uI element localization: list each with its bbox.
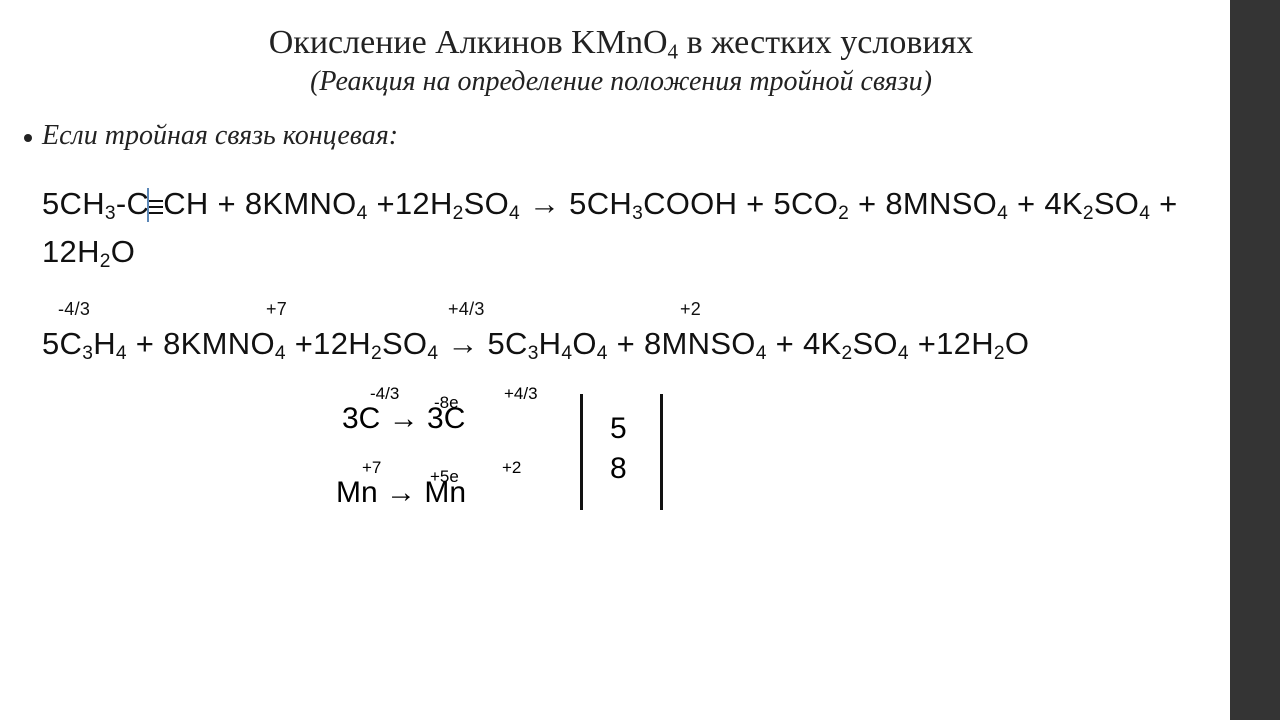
eq2-t: + 8MNSO xyxy=(608,326,756,361)
eq1-t: O xyxy=(111,234,135,269)
title-main: Окисление Алкинов KMnO4 в жестких услови… xyxy=(42,24,1200,62)
eq1-s: 3 xyxy=(632,203,643,224)
bal-ox-c-right: +4/3 xyxy=(504,384,538,404)
ox-label-c-right: +4/3 xyxy=(448,296,485,324)
eq2-s: 4 xyxy=(116,343,127,364)
eq2-t: O xyxy=(1005,326,1029,361)
eq1-t: + 8MNSO xyxy=(849,186,997,221)
title-subtitle: (Реакция на определение положения тройно… xyxy=(42,66,1200,98)
bal-c-right: 3C xyxy=(427,402,465,435)
eq2-t: 5C xyxy=(487,326,527,361)
eq2-s: 2 xyxy=(841,343,852,364)
eq2-t: +12H xyxy=(286,326,371,361)
equation-1: 5CH3-CCH + 8KMNO4 +12H2SO4 → 5CH3COOH + … xyxy=(42,180,1200,276)
title-text-before: Окисление Алкинов KMnO xyxy=(269,24,668,61)
bal-mn-left: Mn xyxy=(336,476,378,509)
eq2-t: +12H xyxy=(909,326,994,361)
presentation-sidebar xyxy=(1230,0,1280,720)
bullet-text: Если тройная связь концевая: xyxy=(42,120,398,151)
slide-content: Окисление Алкинов KMnO4 в жестких услови… xyxy=(0,0,1230,720)
eq1-s: 4 xyxy=(1139,203,1150,224)
eq1-t: 5CH xyxy=(569,186,632,221)
eq1-t: SO xyxy=(1094,186,1139,221)
eq2-s: 4 xyxy=(275,343,286,364)
eq2-s: 4 xyxy=(898,343,909,364)
eq2-s: 4 xyxy=(427,343,438,364)
ox-label-mn-left: +7 xyxy=(266,296,287,324)
eq1-t: + 4K xyxy=(1008,186,1083,221)
eq2-t: + 4K xyxy=(767,326,842,361)
eq2-s: 3 xyxy=(82,343,93,364)
title-text-after: в жестких условиях xyxy=(678,24,973,61)
bal-ox-c-left: -4/3 xyxy=(370,384,399,404)
eq2-s: 2 xyxy=(994,343,1005,364)
eq2-t: H xyxy=(93,326,116,361)
eq1-s: 2 xyxy=(838,203,849,224)
bullet-condition: Если тройная связь концевая: xyxy=(42,120,1200,152)
equation-2: -4/3 +7 +4/3 +2 5C3H4 + 8KMNO4 +12H2SO4 … xyxy=(42,320,1200,368)
eq1-s: 4 xyxy=(357,203,368,224)
eq1-s: 3 xyxy=(105,203,116,224)
bal-c-left: 3C xyxy=(342,402,380,435)
bal-arrow-1: → xyxy=(380,402,427,435)
title-sub4: 4 xyxy=(668,39,679,63)
balance-divider-1 xyxy=(580,394,583,510)
balance-row-1: 3C → 3C xyxy=(342,402,465,436)
ox-label-c-left: -4/3 xyxy=(58,296,90,324)
electron-balance: -4/3 +4/3 -8e 3C → 3C +7 +2 +5e Mn → Mn … xyxy=(342,390,1200,520)
eq2-t: + 8KMNO xyxy=(127,326,275,361)
eq2-t: 5C xyxy=(42,326,82,361)
eq2-s: 4 xyxy=(756,343,767,364)
balance-coef-1: 5 xyxy=(610,412,627,446)
eq1-t: +12H xyxy=(368,186,453,221)
bal-arrow-2: → xyxy=(378,476,425,509)
eq1-t: COOH + 5CO xyxy=(643,186,838,221)
eq1-s: 2 xyxy=(100,251,111,272)
eq2-s: 4 xyxy=(561,343,572,364)
eq2-s: 3 xyxy=(528,343,539,364)
eq1-s: 2 xyxy=(1083,203,1094,224)
bal-mn-right: Mn xyxy=(424,476,466,509)
eq2-s: 2 xyxy=(371,343,382,364)
eq2-t: H xyxy=(539,326,562,361)
ox-label-mn-right: +2 xyxy=(680,296,701,324)
bal-ox-mn-right: +2 xyxy=(502,458,521,478)
eq2-s: 4 xyxy=(597,343,608,364)
eq1-t: SO xyxy=(464,186,509,221)
eq2-t: O xyxy=(572,326,596,361)
bullet-dot-icon xyxy=(24,134,32,142)
eq1-s: 4 xyxy=(997,203,1008,224)
eq1-t: 5CH xyxy=(42,186,105,221)
eq1-s: 2 xyxy=(453,203,464,224)
balance-row-2: Mn → Mn xyxy=(336,476,466,510)
eq1-s: 4 xyxy=(509,203,520,224)
eq2-t: SO xyxy=(852,326,897,361)
balance-divider-2 xyxy=(660,394,663,510)
eq1-arrow: → xyxy=(520,186,569,221)
eq2-t: SO xyxy=(382,326,427,361)
eq2-arrow: → xyxy=(438,326,487,361)
title-block: Окисление Алкинов KMnO4 в жестких услови… xyxy=(42,24,1200,98)
text-cursor xyxy=(147,188,149,222)
bal-ox-mn-left: +7 xyxy=(362,458,381,478)
eq1-t: CH + 8KMNO xyxy=(163,186,356,221)
balance-coef-2: 8 xyxy=(610,452,627,486)
eq1-t: -C xyxy=(116,186,149,221)
